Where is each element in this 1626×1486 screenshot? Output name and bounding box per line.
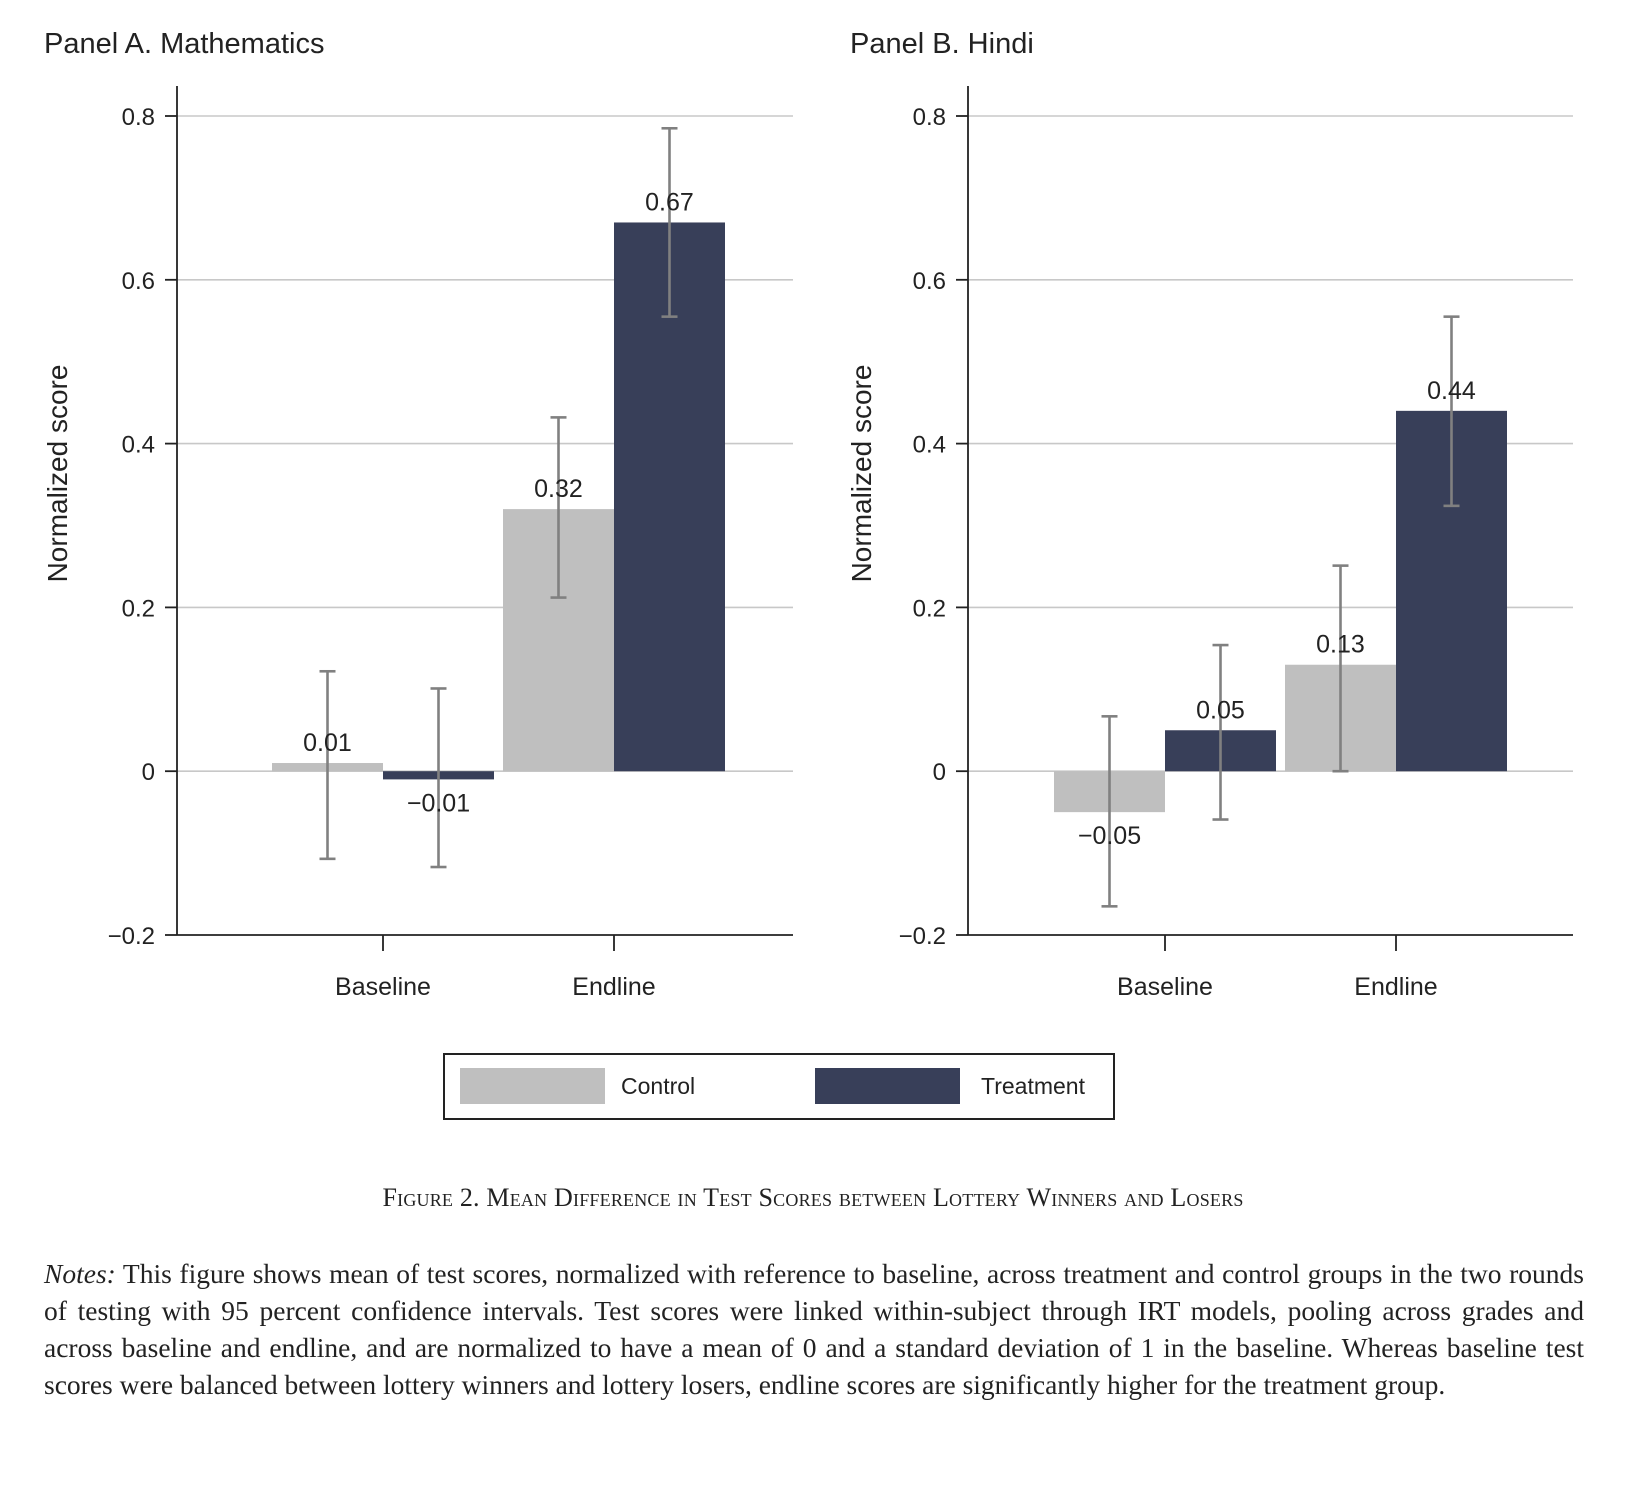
legend-label-treatment: Treatment — [981, 1073, 1086, 1099]
panel-b-data-label: 0.05 — [1196, 696, 1245, 724]
legend-label-control: Control — [621, 1073, 695, 1099]
panel-b-y-tick-label: 0.8 — [913, 104, 946, 131]
notes-text: This figure shows mean of test scores, n… — [44, 1258, 1584, 1400]
panel-a-y-axis-title: Normalized score — [42, 365, 73, 583]
panel-b-category-label: Endline — [1354, 973, 1437, 1001]
panel-b-y-tick-label: 0.6 — [913, 268, 946, 295]
panel-b-y-axis-title: Normalized score — [846, 365, 877, 583]
panel-b-data-label: −0.05 — [1078, 822, 1141, 850]
panel-a-data-label: 0.01 — [303, 729, 352, 757]
panel-b-data-label: 0.44 — [1427, 377, 1476, 405]
panel-b-data-label: 0.13 — [1316, 631, 1365, 659]
panel-a-category-label: Baseline — [335, 973, 431, 1001]
legend-swatch-treatment — [815, 1068, 960, 1104]
panel-a-y-tick-label: 0.8 — [122, 104, 155, 131]
legend-swatch-control — [460, 1068, 605, 1104]
panel-a-y-tick-label: −0.2 — [108, 923, 155, 950]
panel-b-category-label: Baseline — [1117, 973, 1213, 1001]
panel-b-y-tick-label: 0 — [933, 759, 946, 786]
panel-a-category-label: Endline — [572, 973, 655, 1001]
notes-label: Notes: — [44, 1258, 116, 1289]
panel-a-data-label: 0.67 — [645, 188, 694, 216]
panel-a-y-tick-label: 0.4 — [122, 432, 155, 459]
panel-a-data-label: −0.01 — [407, 789, 470, 817]
panel-a-title: Panel A. Mathematics — [44, 28, 324, 60]
figure-notes: Notes: This figure shows mean of test sc… — [44, 1255, 1584, 1403]
panel-b-title: Panel B. Hindi — [850, 28, 1034, 60]
panel-b-y-tick-label: −0.2 — [899, 923, 946, 950]
panel-a-y-tick-label: 0 — [142, 759, 155, 786]
panel-a-y-tick-label: 0.6 — [122, 268, 155, 295]
panel-a-y-tick-label: 0.2 — [122, 595, 155, 622]
figure-caption: Figure 2. Mean Difference in Test Scores… — [382, 1183, 1244, 1212]
panel-b-y-tick-label: 0.2 — [913, 595, 946, 622]
panel-b-y-tick-label: 0.4 — [913, 432, 946, 459]
panel-a-data-label: 0.32 — [534, 475, 583, 503]
figure-canvas: Panel A. Mathematics −0.2 0 0.2 0.4 0.6 0.8 Nor… — [42, 28, 1573, 1120]
